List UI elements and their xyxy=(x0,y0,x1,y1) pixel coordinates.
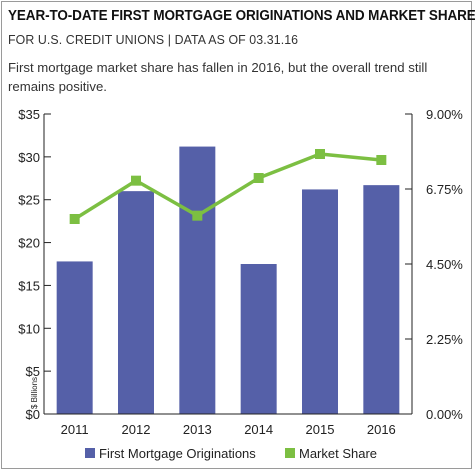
market-share-point-2013 xyxy=(192,210,203,221)
chart-subtitle: FOR U.S. CREDIT UNIONS | DATA AS OF 03.3… xyxy=(8,32,299,47)
right-tick-label: 0.00% xyxy=(426,407,463,422)
bar-2014 xyxy=(240,264,277,414)
chart-title: YEAR-TO-DATE FIRST MORTGAGE ORIGINATIONS… xyxy=(8,8,475,24)
left-tick-label: $25 xyxy=(18,193,40,208)
line-series xyxy=(69,149,387,224)
left-tick-label: $10 xyxy=(18,321,40,336)
right-axis: 0.00% 2.25% 4.50% 6.75% 9.00% xyxy=(405,107,463,422)
left-tick-label: $20 xyxy=(18,236,40,251)
market-share-point-2016 xyxy=(376,155,387,165)
market-share-line xyxy=(73,152,382,221)
left-tick-label: $35 xyxy=(18,107,40,122)
market-share-point-2014 xyxy=(253,173,264,183)
bar-2011 xyxy=(56,261,93,414)
left-tick-label: $30 xyxy=(18,150,40,165)
x-tick-label: 2013 xyxy=(183,422,212,437)
legend: First Mortgage Originations Market Share xyxy=(85,446,377,461)
right-tick-label: 2.25% xyxy=(426,332,463,347)
market-share-point-2011 xyxy=(69,214,80,224)
x-tick-label: 2015 xyxy=(306,422,335,437)
left-axis-label: $ Billions xyxy=(30,377,39,409)
legend-label-market-share: Market Share xyxy=(299,446,377,461)
left-axis: $0 $5 $10 $15 $20 $25 $30 $35 $ Billions xyxy=(18,107,51,422)
bar-2013 xyxy=(179,146,216,415)
left-tick-label: $15 xyxy=(18,278,40,293)
bar-2016 xyxy=(363,185,400,414)
market-share-point-2012 xyxy=(131,175,141,186)
bar-series xyxy=(56,146,400,415)
legend-swatch-originations xyxy=(85,448,95,458)
x-tick-label: 2016 xyxy=(367,422,396,437)
chart-description: First mortgage market share has fallen i… xyxy=(8,60,428,94)
x-tick-label: 2014 xyxy=(244,422,273,437)
right-tick-label: 9.00% xyxy=(426,107,463,122)
bar-2012 xyxy=(118,191,154,414)
right-tick-label: 6.75% xyxy=(426,182,463,197)
left-tick-label: $5 xyxy=(26,364,40,379)
x-tick-label: 2011 xyxy=(61,422,89,437)
legend-swatch-market-share xyxy=(285,448,295,458)
right-tick-label: 4.50% xyxy=(426,257,463,272)
market-share-point-2015 xyxy=(315,149,325,159)
x-axis: 2011 2012 2013 2014 2015 2016 xyxy=(44,413,412,437)
bar-2015 xyxy=(302,189,338,414)
legend-label-originations: First Mortgage Originations xyxy=(99,446,256,461)
left-tick-label: $0 xyxy=(26,407,40,422)
x-tick-label: 2012 xyxy=(122,422,151,437)
